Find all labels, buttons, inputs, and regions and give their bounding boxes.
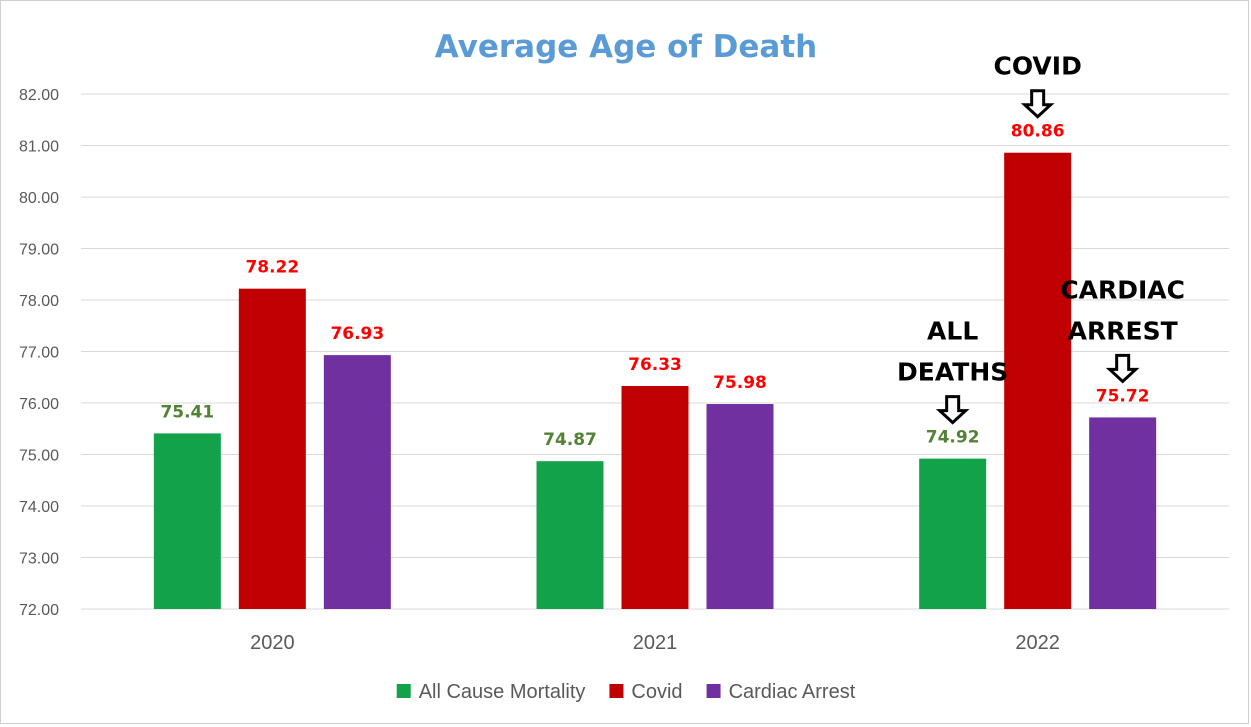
down-arrow-icon: [1105, 353, 1140, 384]
annotation-text: ARREST: [1068, 316, 1178, 345]
y-axis-ticks: 72.00 73.00 74.00 75.00 76.00 77.00 78.00 79.00…: [19, 87, 59, 619]
legend-item-all-cause-mortality[interactable]: All Cause Mortality: [396, 681, 586, 703]
annotation-text: ALL: [927, 317, 978, 346]
x-tick-label: 2021: [633, 632, 678, 654]
legend[interactable]: All Cause Mortality Covid Cardiac Arrest: [396, 681, 856, 703]
y-tick-label: 77.00: [19, 345, 59, 362]
legend-label: Covid: [631, 681, 682, 703]
x-axis-categories: 2020 2021 2022: [250, 632, 1060, 654]
y-tick-label: 78.00: [19, 293, 59, 310]
annotation-text: DEATHS: [897, 358, 1008, 387]
data-label: 74.92: [926, 428, 980, 448]
data-label: 78.22: [245, 258, 299, 278]
y-tick-label: 73.00: [19, 551, 59, 568]
annotation-text: CARDIAC: [1060, 275, 1185, 304]
legend-label: Cardiac Arrest: [729, 681, 856, 703]
bars: [153, 152, 1157, 609]
legend-swatch: [706, 684, 721, 698]
y-tick-label: 79.00: [19, 242, 59, 259]
legend-swatch: [396, 684, 411, 698]
bar-all-cause-mortality-2021: [536, 461, 604, 609]
bar-covid-2021: [621, 386, 689, 609]
bar-covid-2022: [1004, 152, 1072, 609]
bar-cardiac-arrest-2022: [1089, 417, 1157, 609]
data-label: 75.41: [160, 402, 214, 422]
down-arrow-icon: [1020, 89, 1055, 119]
bar-all-cause-mortality-2022: [919, 458, 987, 609]
bar-cardiac-arrest-2020: [323, 355, 391, 609]
down-arrow-icon: [935, 395, 970, 425]
chart-title: Average Age of Death: [435, 29, 817, 65]
annotations: ALL DEATHS COVID CARDIAC ARREST: [897, 52, 1185, 425]
bar-all-cause-mortality-2020: [153, 433, 221, 609]
data-label: 76.93: [330, 324, 384, 344]
data-label: 75.72: [1096, 386, 1150, 406]
bar-covid-2020: [238, 288, 306, 609]
annotation-text: COVID: [993, 52, 1081, 81]
data-label: 80.86: [1011, 122, 1065, 142]
data-label: 76.33: [628, 355, 682, 375]
legend-swatch: [609, 684, 624, 698]
data-label: 74.87: [543, 430, 597, 450]
data-label: 75.98: [713, 373, 767, 393]
y-tick-label: 81.00: [19, 139, 59, 156]
bar-cardiac-arrest-2021: [706, 404, 774, 609]
y-tick-label: 75.00: [19, 448, 59, 465]
y-tick-label: 74.00: [19, 499, 59, 516]
legend-item-cardiac-arrest[interactable]: Cardiac Arrest: [706, 681, 856, 703]
y-tick-label: 76.00: [19, 396, 59, 413]
x-tick-label: 2020: [250, 632, 295, 654]
y-tick-label: 80.00: [19, 190, 59, 207]
x-tick-label: 2022: [1015, 632, 1060, 654]
legend-item-covid[interactable]: Covid: [609, 681, 683, 703]
y-tick-label: 82.00: [19, 87, 59, 104]
legend-label: All Cause Mortality: [419, 681, 586, 703]
data-labels: 75.41 78.22 76.93 74.87 76.33 75.98 74.92 80.86…: [160, 122, 1149, 450]
y-tick-label: 72.00: [19, 602, 59, 619]
